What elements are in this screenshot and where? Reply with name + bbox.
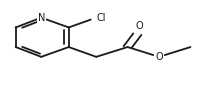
Text: O: O (136, 21, 143, 31)
Text: N: N (38, 13, 45, 23)
Text: Cl: Cl (96, 13, 106, 23)
Text: O: O (155, 52, 163, 62)
